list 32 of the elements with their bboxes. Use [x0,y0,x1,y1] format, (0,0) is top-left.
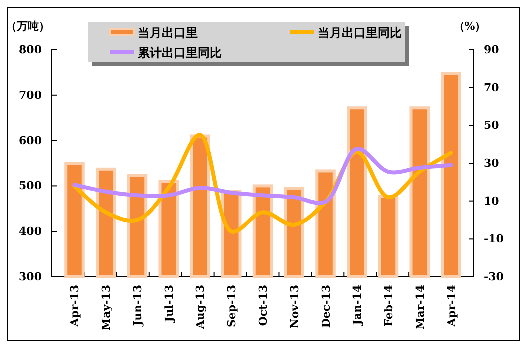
x-tick-label: Oct-13 [257,285,270,326]
y-tick-label: 400 [19,225,42,238]
y2-tick-label: 30 [484,157,500,170]
y2-tick-label: 10 [484,194,500,208]
y-axis-title: （万吨） [6,20,50,33]
y2-tick-label: -10 [484,232,504,246]
x-tick-label: Jul-13 [162,285,176,324]
x-tick-label: Jun-13 [132,285,144,328]
y-tick-label: 500 [19,180,42,193]
x-tick-label: Jan-14 [351,284,364,326]
x-tick-label: Dec-13 [320,285,333,328]
line-series [72,147,454,206]
x-tick-label: Apr-14 [445,284,458,328]
y2-axis-title: （%） [454,20,486,33]
x-tick-label: May-13 [100,285,114,331]
legend-label: 累计出口里同比 [137,46,222,60]
y2-tick-label: 50 [484,119,500,132]
x-tick-label: Mar-14 [414,284,427,330]
y-tick-label: 800 [19,44,42,57]
y2-tick-label: -30 [484,270,504,284]
legend-label: 当月出口里 [138,26,198,40]
y2-tick-label: 70 [484,81,500,94]
y-tick-label: 300 [19,270,42,284]
x-tick-label: Apr-13 [68,285,82,328]
x-tick-label: Aug-13 [194,285,208,330]
y2-tick-label: 90 [484,44,500,57]
x-tick-label: Feb-14 [382,284,396,327]
y-tick-label: 700 [19,88,42,102]
y-tick-label: 600 [19,134,42,148]
x-tick-label: Nov-13 [288,285,302,329]
legend-label: 当月出口里同比 [318,26,402,40]
x-tick-label: Sep-13 [226,285,239,328]
